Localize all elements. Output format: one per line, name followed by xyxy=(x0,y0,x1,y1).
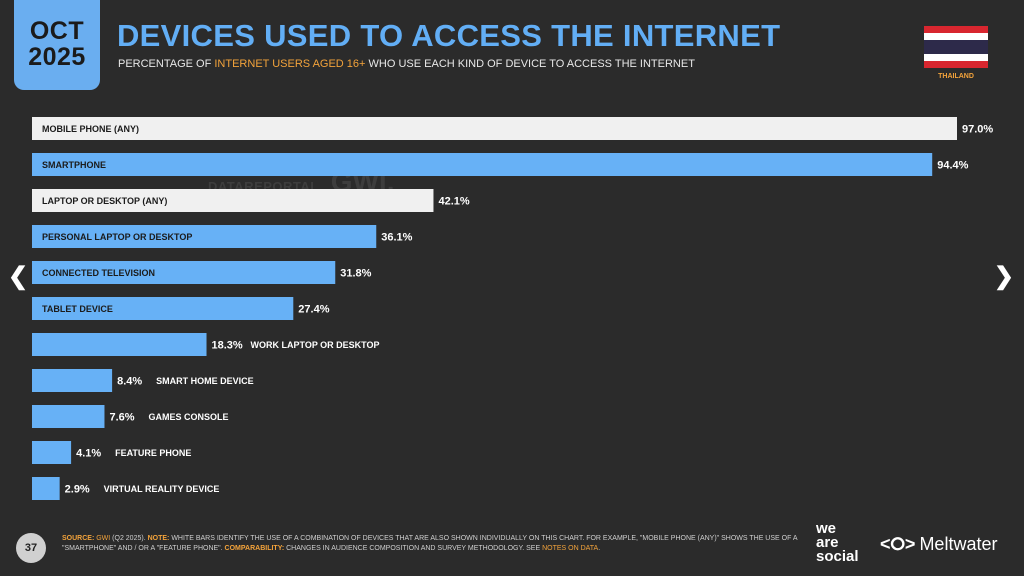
logo-social: social xyxy=(816,548,859,565)
comparability-text: CHANGES IN AUDIENCE COMPOSITION AND SURV… xyxy=(284,545,543,552)
previous-slide-icon[interactable]: ❮ xyxy=(8,263,29,290)
thailand-flag-icon xyxy=(924,26,988,68)
bar-3 xyxy=(32,225,377,248)
value-label-3: 36.1% xyxy=(381,232,412,244)
meltwater-icon: <⭘> xyxy=(880,534,916,554)
comparability-label: COMPARABILITY: xyxy=(224,545,285,552)
value-label-2: 42.1% xyxy=(438,196,469,208)
subtitle-pre: PERCENTAGE OF xyxy=(118,58,215,70)
bar-1 xyxy=(32,153,933,176)
page-number: 37 xyxy=(16,533,46,563)
bar-10 xyxy=(32,477,60,500)
source-gwi: GWI xyxy=(96,535,111,542)
bar-7 xyxy=(32,369,113,392)
page-title: DEVICES USED TO ACCESS THE INTERNET xyxy=(117,18,781,53)
source-date: (Q2 2025). xyxy=(110,535,148,542)
value-label-9: 4.1% xyxy=(76,448,101,460)
value-label-6: 18.3% xyxy=(212,340,243,352)
category-label-10: VIRTUAL REALITY DEVICE xyxy=(104,484,220,494)
country-label: THAILAND xyxy=(938,73,974,80)
category-label-1: SMARTPHONE xyxy=(42,160,106,170)
value-label-5: 27.4% xyxy=(298,304,329,316)
logo-are: are xyxy=(816,534,839,551)
source-label: SOURCE: xyxy=(62,535,95,542)
next-slide-icon[interactable]: ❯ xyxy=(993,263,1014,290)
category-label-5: TABLET DEVICE xyxy=(42,304,113,314)
category-label-0: MOBILE PHONE (ANY) xyxy=(42,124,139,134)
subtitle-post: WHO USE EACH KIND OF DEVICE TO ACCESS TH… xyxy=(365,58,695,70)
category-label-2: LAPTOP OR DESKTOP (ANY) xyxy=(42,196,167,206)
bar-2 xyxy=(32,189,434,212)
logo-we: we xyxy=(816,520,837,537)
value-label-0: 97.0% xyxy=(962,124,993,136)
badge-year: 2025 xyxy=(28,43,86,71)
note-text: WHITE BARS IDENTIFY THE USE OF A COMBINA… xyxy=(62,535,798,552)
bar-8 xyxy=(32,405,105,428)
value-label-1: 94.4% xyxy=(937,160,968,172)
category-label-3: PERSONAL LAPTOP OR DESKTOP xyxy=(42,232,192,242)
subtitle: PERCENTAGE OF INTERNET USERS AGED 16+ WH… xyxy=(118,58,695,70)
bar-6 xyxy=(32,333,207,356)
bar-5 xyxy=(32,297,294,320)
note-end: . xyxy=(598,545,601,552)
subtitle-highlight: INTERNET USERS AGED 16+ xyxy=(214,58,366,70)
value-label-10: 2.9% xyxy=(65,484,90,496)
value-label-8: 7.6% xyxy=(109,412,134,424)
note-label: NOTE: xyxy=(147,535,170,542)
source-note: SOURCE: GWI (Q2 2025). NOTE: WHITE BARS … xyxy=(62,534,802,554)
category-label-8: GAMES CONSOLE xyxy=(148,412,228,422)
badge-month: OCT xyxy=(29,17,85,45)
category-label-9: FEATURE PHONE xyxy=(115,448,191,458)
meltwater-wordmark: Meltwater xyxy=(919,534,998,554)
bar-9 xyxy=(32,441,72,464)
category-label-7: SMART HOME DEVICE xyxy=(156,376,254,386)
date-badge: OCT 2025 xyxy=(14,0,100,90)
bar-4 xyxy=(32,261,336,284)
value-label-4: 31.8% xyxy=(340,268,371,280)
category-label-6: WORK LAPTOP OR DESKTOP xyxy=(251,340,380,350)
category-label-4: CONNECTED TELEVISION xyxy=(42,268,155,278)
we-are-social-logo: we are social xyxy=(816,520,859,565)
meltwater-logo: <⭘> Meltwater xyxy=(880,534,997,555)
notes-on-data-link[interactable]: NOTES ON DATA xyxy=(542,545,599,552)
bar-0 xyxy=(32,117,957,140)
value-label-7: 8.4% xyxy=(117,376,142,388)
